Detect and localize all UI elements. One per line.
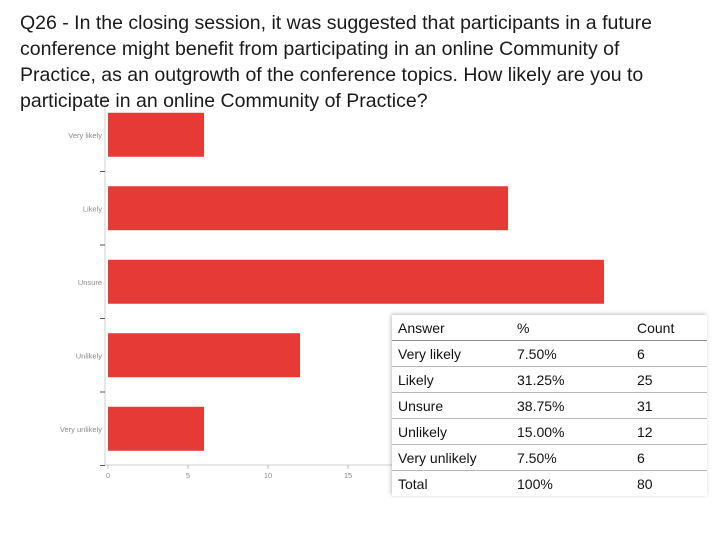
table-row: Likely 31.25% 25 (392, 366, 707, 393)
table-cell: % (511, 315, 631, 341)
category-label: Very unlikely (60, 425, 102, 434)
table-cell: 80 (637, 475, 653, 492)
table-cell: 31 (631, 392, 707, 419)
bar-very-likely (108, 112, 204, 157)
table-row: Unsure 38.75% 31 (392, 392, 707, 419)
table-cell: 7.50% (511, 444, 631, 471)
question-title: Q26 - In the closing session, it was sug… (20, 12, 652, 112)
table-cell: Very likely (392, 340, 511, 367)
table-cell: 38.75% (511, 392, 631, 419)
table-cell: 31.25% (511, 366, 631, 393)
table-row: Very likely 7.50% 6 (392, 340, 707, 367)
category-label: Very likely (68, 131, 102, 140)
table-row: Very unlikely 7.50% 6 (392, 444, 707, 471)
table-cell: Unlikely (392, 418, 511, 445)
table-cell: 12 (631, 418, 707, 445)
table-cell: Likely (392, 366, 511, 393)
bar-unlikely (108, 333, 300, 378)
table-cell: 25 (631, 366, 707, 393)
category-label: Unsure (78, 278, 102, 287)
table-total-row: Total 100% 80 (392, 471, 707, 497)
results-table: Answer% Count Very likely 7.50% 6 Likely 31.25… (392, 315, 707, 496)
category-label: Likely (83, 204, 102, 213)
table-cell: 100% (517, 475, 553, 492)
bar-unsure (108, 259, 604, 304)
bar-likely (108, 186, 508, 231)
x-tick-label: 5 (186, 471, 190, 480)
table-cell: 15.00% (511, 418, 631, 445)
x-tick-label: 0 (106, 471, 110, 480)
table-cell: Total (398, 475, 428, 492)
table-cell: Unsure (392, 392, 511, 419)
table-cell: Count (631, 315, 707, 341)
category-label: Unlikely (76, 351, 103, 360)
table-cell: Very unlikely (392, 444, 511, 471)
table-cell: 7.50% (511, 340, 631, 367)
table-cell: 6 (631, 444, 707, 471)
x-tick-label: 10 (264, 471, 272, 480)
bar-very-unlikely (108, 406, 204, 451)
x-tick-label: 15 (344, 471, 352, 480)
table-cell: Answer (392, 315, 511, 341)
table-header-row: Answer% Count (392, 315, 707, 341)
table-row: Unlikely 15.00% 12 (392, 418, 707, 445)
table-cell: 6 (631, 340, 707, 367)
